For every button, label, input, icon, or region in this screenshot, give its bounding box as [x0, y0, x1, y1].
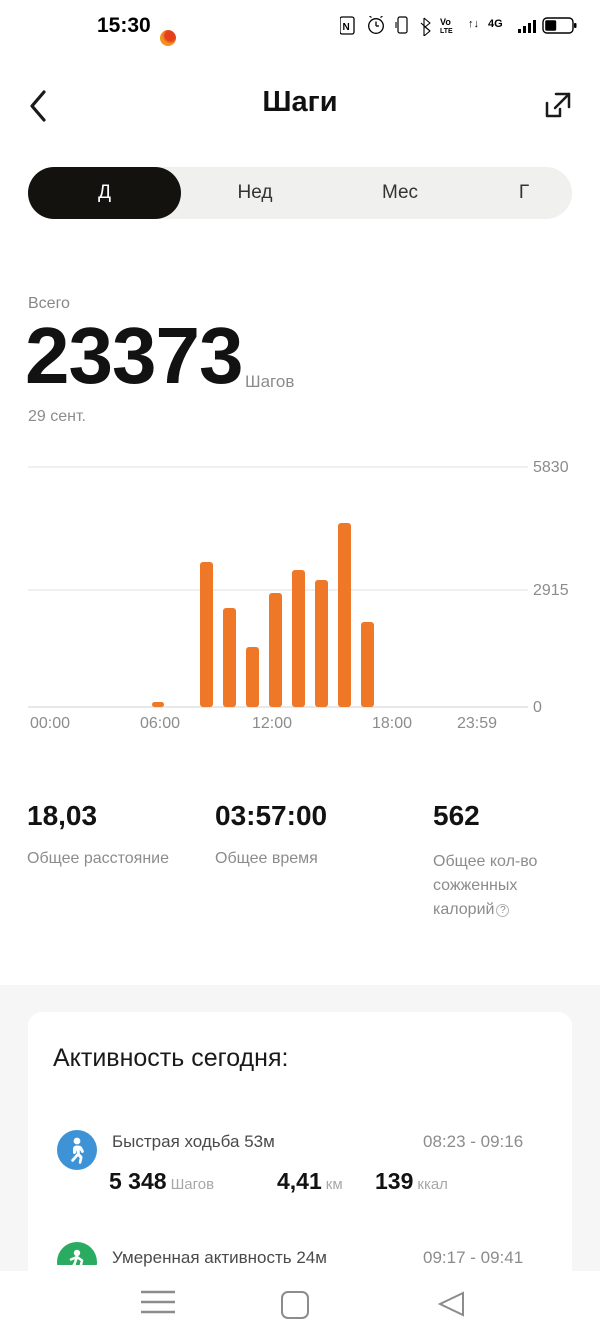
svg-text:12:00: 12:00	[252, 715, 292, 730]
svg-text:00:00: 00:00	[30, 715, 70, 730]
svg-text:23:59: 23:59	[457, 715, 497, 730]
svg-text:↑↓: ↑↓	[468, 18, 479, 30]
svg-text:2915: 2915	[533, 582, 569, 599]
svg-text:LTE: LTE	[440, 28, 453, 35]
svg-text:Vo: Vo	[440, 17, 451, 27]
svg-text:18:00: 18:00	[372, 715, 412, 730]
svg-text:0: 0	[533, 699, 542, 716]
svg-text:4G: 4G	[488, 18, 503, 30]
svg-text:5830: 5830	[533, 459, 569, 476]
svg-text:06:00: 06:00	[140, 715, 180, 730]
svg-text:N: N	[343, 22, 350, 33]
